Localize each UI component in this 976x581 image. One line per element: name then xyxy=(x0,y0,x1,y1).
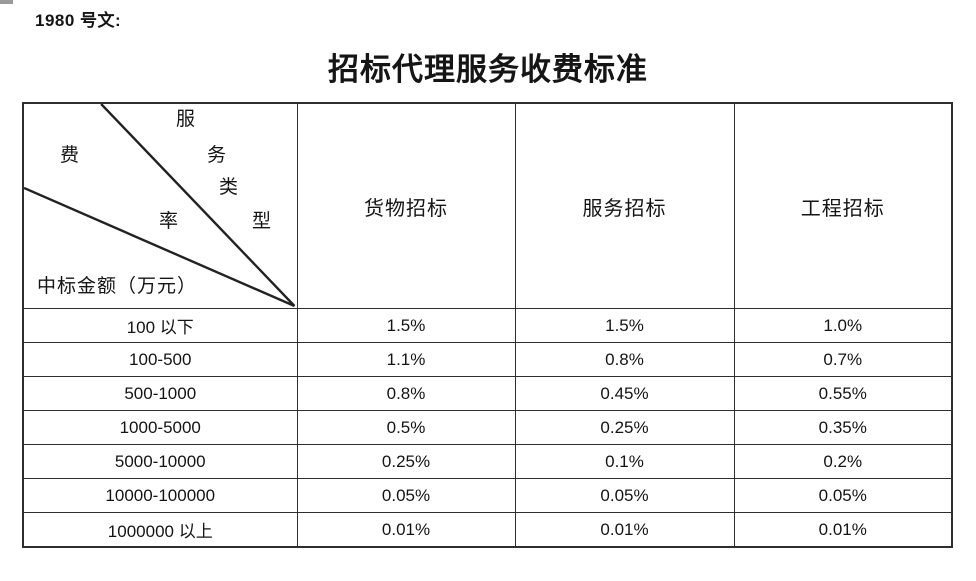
rate-cell: 0.01% xyxy=(514,512,735,548)
table-row: 1000000 以上 0.01% 0.01% 0.01% xyxy=(22,512,953,548)
table-header-row: 费 率 服 务 类 型 中标金额（万元） 货物招标 服务招标 工程招标 xyxy=(22,102,953,309)
scan-edge-artifact xyxy=(0,0,13,4)
table-row: 5000-10000 0.25% 0.1% 0.2% xyxy=(22,444,953,479)
rate-cell: 0.2% xyxy=(733,444,953,479)
rate-cell: 0.05% xyxy=(296,478,516,513)
rate-cell: 0.45% xyxy=(514,376,735,411)
rate-cell: 0.7% xyxy=(733,342,953,377)
rate-cell: 0.01% xyxy=(296,512,516,548)
page-title: 招标代理服务收费标准 xyxy=(328,52,648,87)
corner-label-type-char-1: 服 xyxy=(176,109,196,130)
amount-range-cell: 1000-5000 xyxy=(22,410,298,445)
rate-cell: 0.8% xyxy=(514,342,735,377)
rate-cell: 0.25% xyxy=(514,410,735,445)
amount-range-cell: 1000000 以上 xyxy=(22,512,298,548)
corner-header-cell: 费 率 服 务 类 型 中标金额（万元） xyxy=(22,102,298,309)
column-header-services: 服务招标 xyxy=(514,102,735,309)
rate-cell: 0.35% xyxy=(733,410,953,445)
rate-cell: 0.55% xyxy=(733,376,953,411)
rate-cell: 1.0% xyxy=(733,308,953,343)
amount-range-cell: 100 以下 xyxy=(22,308,298,343)
amount-range-cell: 10000-100000 xyxy=(22,478,298,513)
corner-label-type-char-3: 类 xyxy=(219,177,239,198)
corner-label-fee-char-1: 费 xyxy=(60,145,80,166)
table-row: 500-1000 0.8% 0.45% 0.55% xyxy=(22,376,953,411)
rate-cell: 0.25% xyxy=(296,444,516,479)
table-row: 100-500 1.1% 0.8% 0.7% xyxy=(22,342,953,377)
rate-cell: 0.01% xyxy=(733,512,953,548)
column-header-goods: 货物招标 xyxy=(296,102,516,309)
amount-range-cell: 100-500 xyxy=(22,342,298,377)
rate-cell: 0.5% xyxy=(296,410,516,445)
diagonal-divider-lines xyxy=(24,104,296,308)
column-header-engineering: 工程招标 xyxy=(733,102,953,309)
corner-label-amount: 中标金额（万元） xyxy=(37,276,198,297)
table-row: 100 以下 1.5% 1.5% 1.0% xyxy=(22,308,953,343)
corner-label-type-char-2: 务 xyxy=(207,145,227,166)
rate-cell: 0.05% xyxy=(733,478,953,513)
table-row: 10000-100000 0.05% 0.05% 0.05% xyxy=(22,478,953,513)
rate-cell: 0.8% xyxy=(296,376,516,411)
corner-label-type-char-4: 型 xyxy=(252,211,272,232)
rate-cell: 1.5% xyxy=(296,308,516,343)
amount-range-cell: 500-1000 xyxy=(22,376,298,411)
fee-standard-table: 费 率 服 务 类 型 中标金额（万元） 货物招标 服务招标 工程招标 100 … xyxy=(22,102,953,548)
rate-cell: 0.05% xyxy=(514,478,735,513)
rate-cell: 0.1% xyxy=(514,444,735,479)
corner-label-fee-char-2: 率 xyxy=(159,211,179,232)
amount-range-cell: 5000-10000 xyxy=(22,444,298,479)
rate-cell: 1.5% xyxy=(514,308,735,343)
rate-cell: 1.1% xyxy=(296,342,516,377)
doc-reference-number: 1980 号文: xyxy=(35,11,122,30)
table-row: 1000-5000 0.5% 0.25% 0.35% xyxy=(22,410,953,445)
